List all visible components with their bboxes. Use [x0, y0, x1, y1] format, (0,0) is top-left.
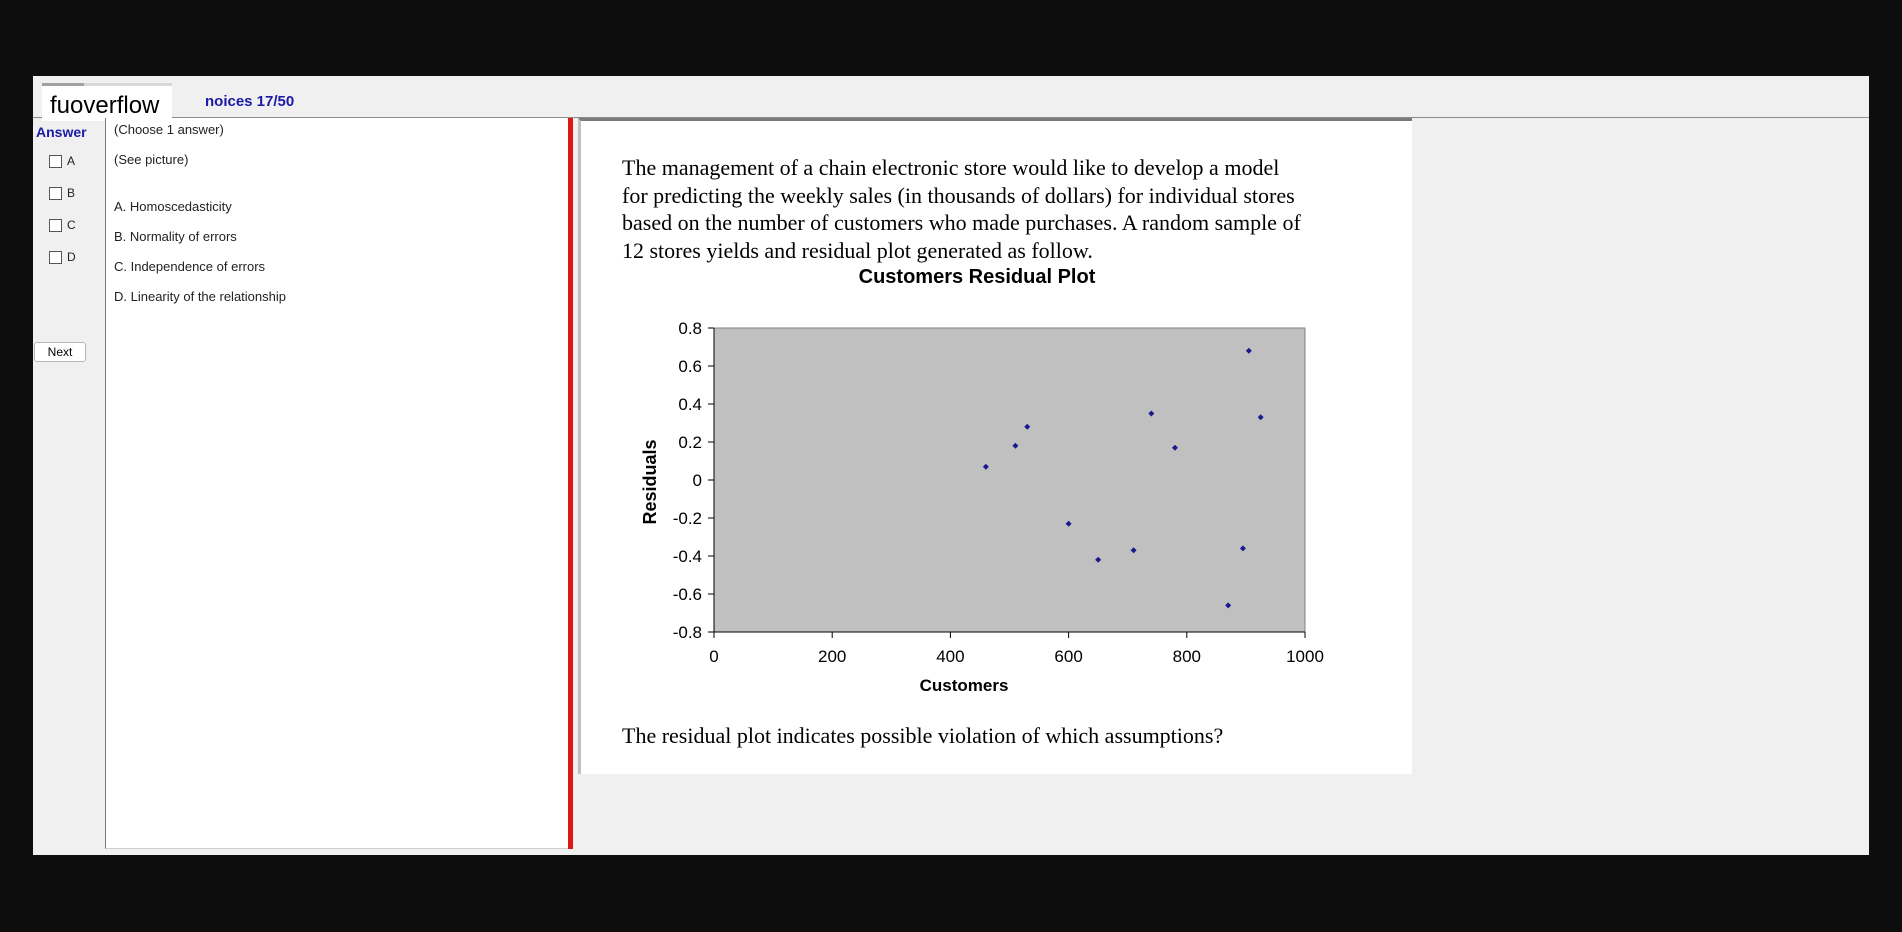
header-divider: [33, 117, 1869, 118]
option-b-checkbox[interactable]: [49, 186, 62, 200]
y-axis: 0.8 0.6 0.4 0.2 0 -0.2 -0.4 -0.6 -0.8: [673, 319, 715, 642]
x-tick-label: 800: [1173, 647, 1201, 666]
answer-label: Answer: [36, 124, 87, 140]
y-tick-label: -0.2: [673, 509, 702, 528]
x-axis: 0 200 400 600 800 1000: [709, 631, 1324, 666]
question-paragraph: The management of a chain electronic sto…: [622, 155, 1301, 263]
option-c-label: C: [67, 218, 76, 232]
option-a[interactable]: A: [49, 153, 75, 169]
panel-splitter[interactable]: [568, 118, 573, 849]
y-tick-label: 0: [693, 471, 702, 490]
x-tick-label: 0: [709, 647, 718, 666]
data-point: [1012, 442, 1019, 449]
data-point: [1130, 547, 1137, 554]
y-tick-label: 0.8: [678, 319, 702, 338]
watermark-overlay: fuoverflow: [42, 83, 172, 121]
option-c[interactable]: C: [49, 217, 76, 233]
choice-c-text: C. Independence of errors: [114, 259, 266, 274]
data-point: [1065, 520, 1072, 527]
x-tick-label: 200: [818, 647, 846, 666]
x-tick-label: 600: [1054, 647, 1082, 666]
data-point: [1245, 347, 1252, 354]
option-b-label: B: [67, 186, 76, 200]
y-tick-label: -0.4: [673, 547, 702, 566]
y-tick-label: 0.2: [678, 433, 702, 452]
option-d[interactable]: D: [49, 249, 76, 265]
plot-area: [713, 327, 1306, 633]
y-axis-label: Residuals: [640, 439, 660, 524]
data-point: [1148, 410, 1155, 417]
residual-plot: Customers Residual Plot 0.8 0.6 0.4 0.2 0 -0.…: [640, 266, 1324, 695]
data-point: [1257, 414, 1264, 421]
see-picture-text: (See picture): [114, 152, 189, 167]
data-point: [1171, 444, 1178, 451]
option-a-label: A: [67, 154, 76, 168]
question-image: The management of a chain electronic sto…: [578, 118, 1412, 774]
watermark-text: fuoverflow: [50, 92, 160, 119]
chart-title: Customers Residual Plot: [859, 266, 1096, 288]
y-tick-label: -0.8: [673, 623, 702, 642]
option-d-label: D: [67, 250, 76, 264]
choice-a-text: A. Homoscedasticity: [114, 199, 232, 214]
data-point: [1095, 556, 1102, 563]
x-tick-label: 400: [936, 647, 964, 666]
question-counter: noices 17/50: [205, 93, 295, 110]
y-tick-label: 0.6: [678, 357, 702, 376]
y-tick-label: 0.4: [678, 395, 702, 414]
data-points: [982, 347, 1264, 609]
option-b[interactable]: B: [49, 185, 75, 201]
question-text-panel: (Choose 1 answer) (See picture) A. Homos…: [105, 118, 569, 849]
x-axis-label: Customers: [920, 676, 1009, 695]
option-a-checkbox[interactable]: [49, 154, 62, 168]
question-prompt: The residual plot indicates possible vio…: [622, 723, 1224, 748]
watermark-tab: [42, 83, 84, 86]
data-point: [1239, 545, 1246, 552]
x-tick-label: 1000: [1286, 647, 1324, 666]
data-point: [1024, 423, 1031, 430]
instruction-text: (Choose 1 answer): [114, 122, 224, 137]
option-d-checkbox[interactable]: [49, 250, 62, 264]
choice-b-text: B. Normality of errors: [114, 229, 237, 244]
data-point: [982, 463, 989, 470]
app-window: noices 17/50 fuoverflow Answer A B C D N…: [33, 76, 1869, 855]
data-point: [1225, 602, 1232, 609]
option-c-checkbox[interactable]: [49, 218, 62, 232]
next-button[interactable]: Next: [34, 342, 86, 362]
y-tick-label: -0.6: [673, 585, 702, 604]
choice-d-text: D. Linearity of the relationship: [114, 289, 286, 304]
